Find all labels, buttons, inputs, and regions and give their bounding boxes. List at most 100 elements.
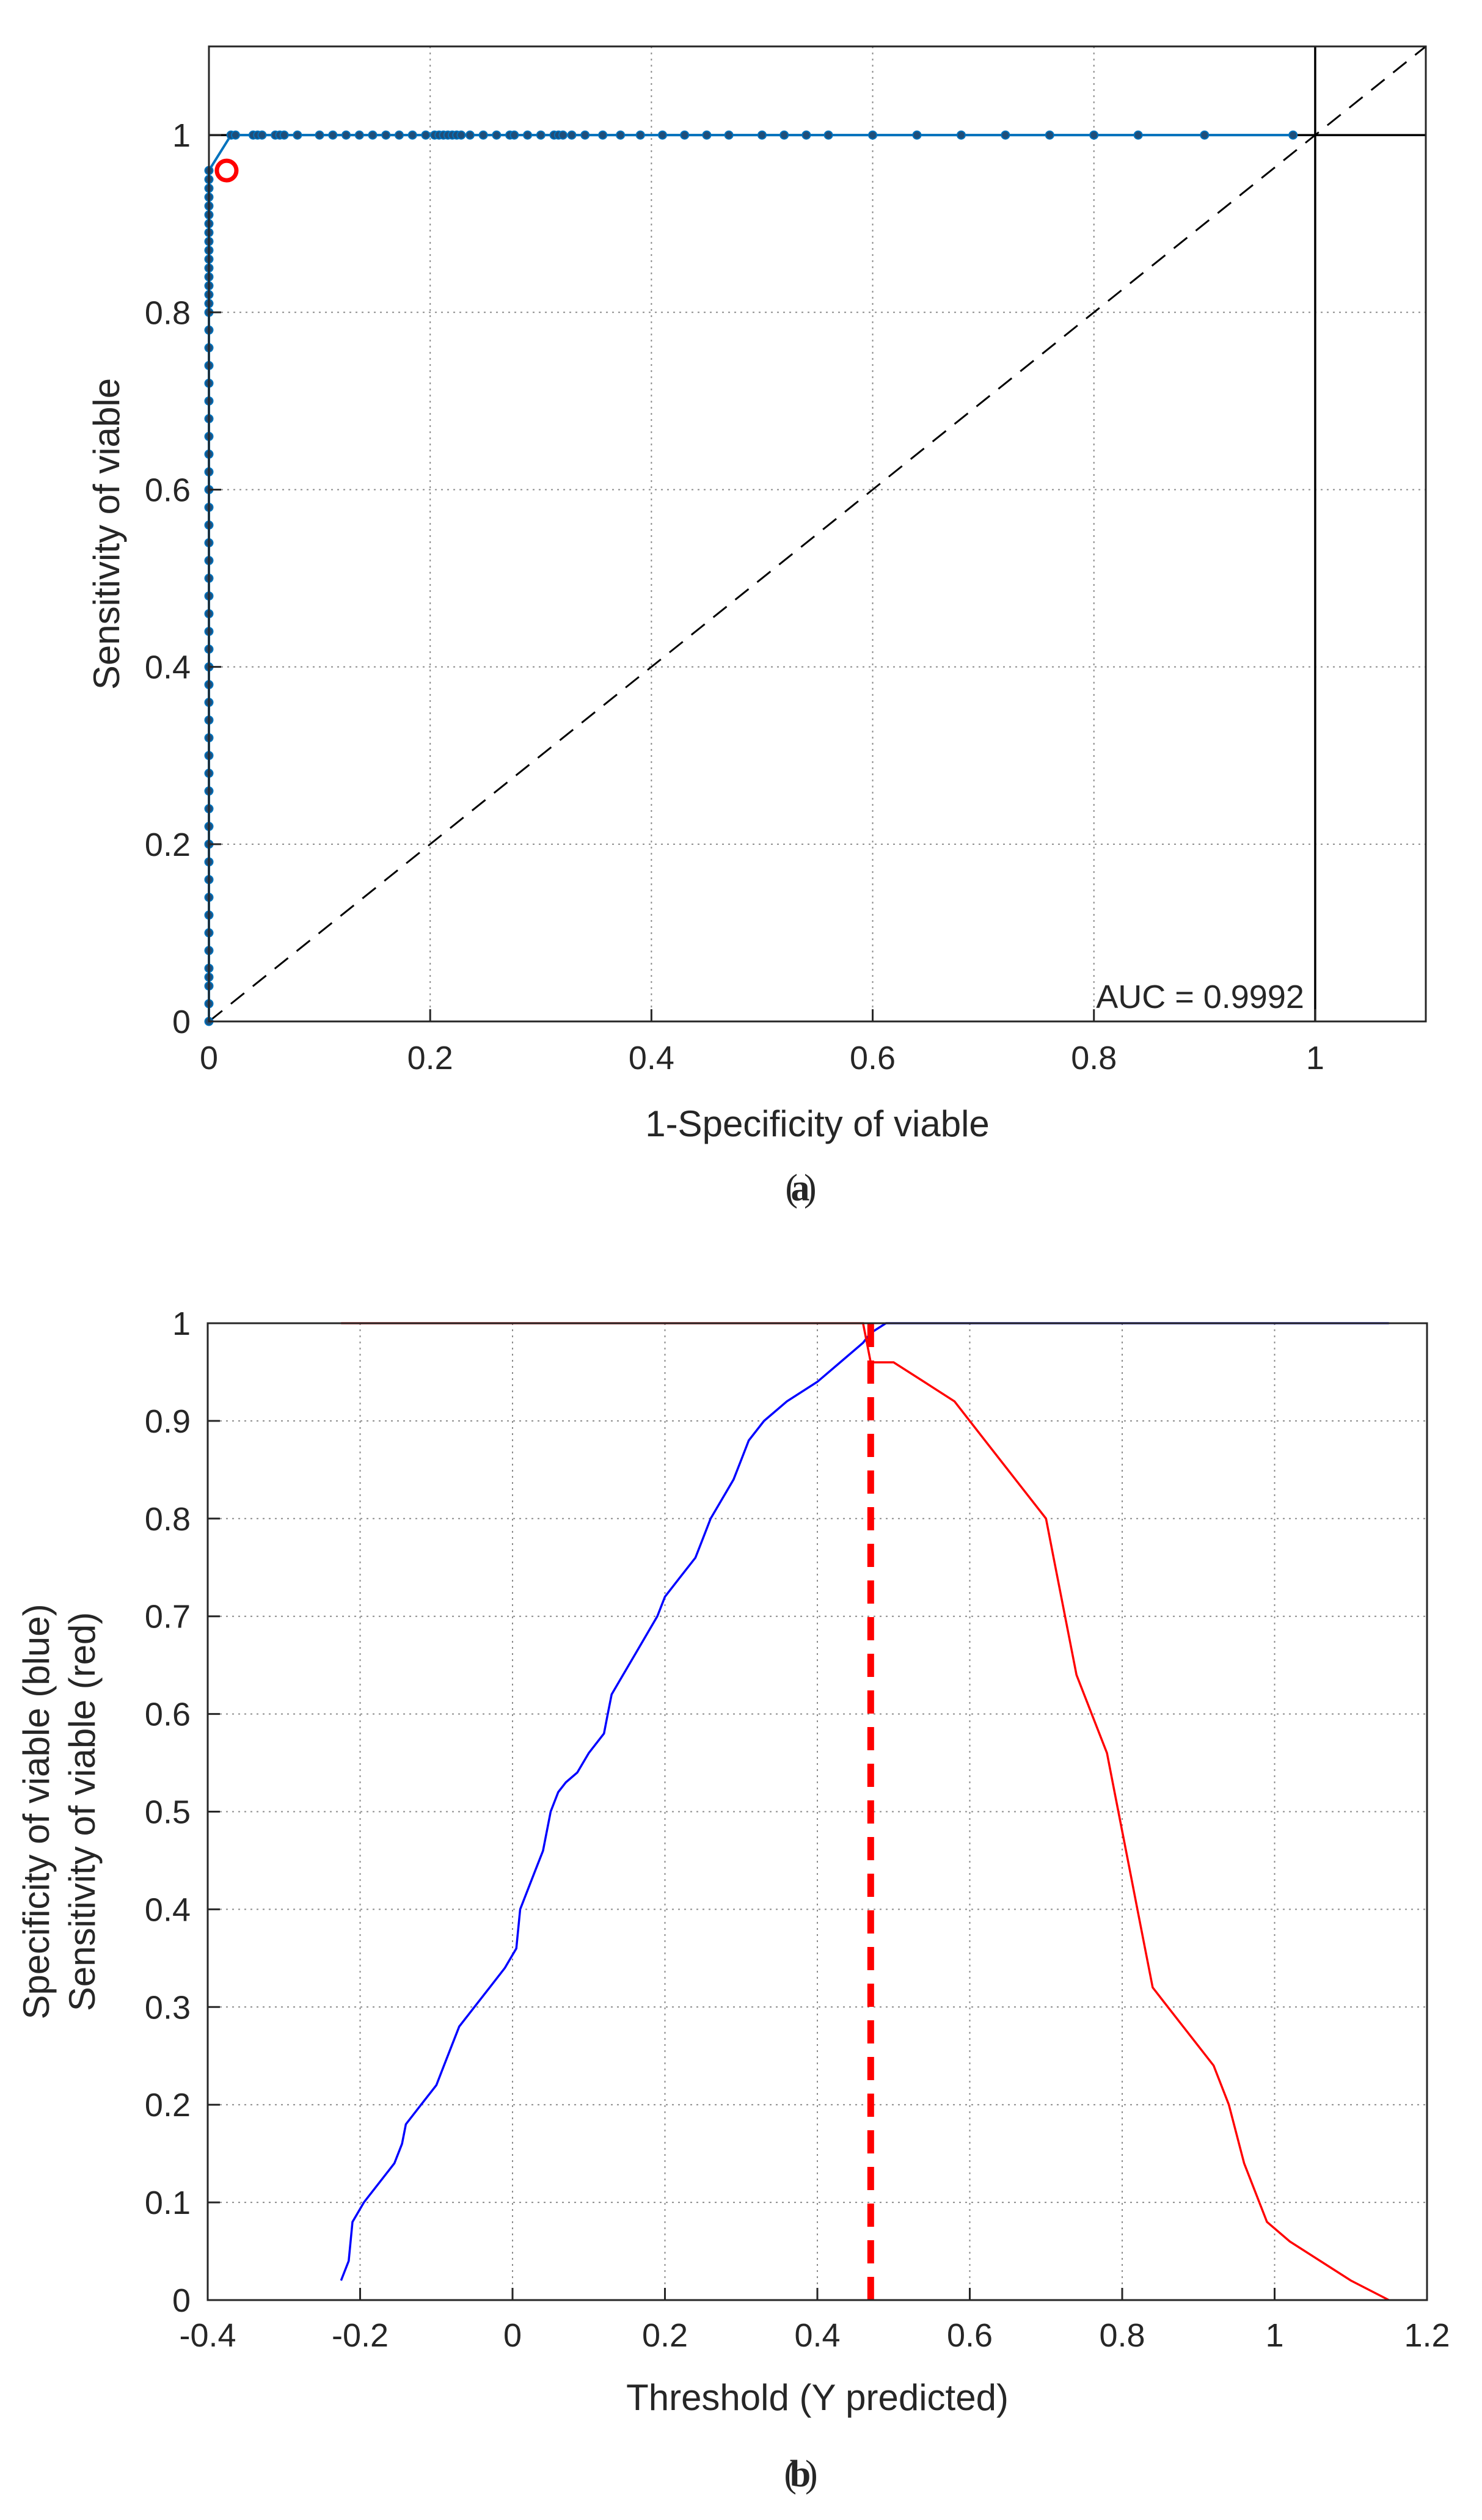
panel-a-plot-frame	[208, 45, 1427, 1023]
x-tick-label: 0.8	[1071, 1040, 1117, 1076]
panel-b-x-axis-label: Threshold (Y predicted)	[626, 2377, 1009, 2418]
chance-diagonal-line	[208, 45, 1426, 1023]
roc-point	[779, 130, 789, 140]
panel-b-grid	[207, 1323, 1428, 2301]
panel-b-y-axis-label-specificity: Specificity of viable (blue)	[16, 1604, 57, 2019]
x-tick-label: 0.2	[407, 1040, 453, 1076]
specificity-curve-line	[340, 1322, 1389, 2281]
panel-a-caption: ( a )	[785, 1167, 816, 1209]
y-tick-label: 0.3	[145, 1989, 191, 2026]
roc-point	[257, 130, 267, 140]
x-tick-label: 1	[1265, 2317, 1283, 2354]
panel-b-label: b	[790, 2453, 811, 2495]
roc-point	[368, 130, 378, 140]
y-tick-label: 0.8	[145, 294, 191, 331]
y-tick-label: 0.2	[145, 2087, 191, 2124]
sensitivity-curve-line	[341, 1322, 1390, 2301]
x-tick-label: 1.2	[1404, 2317, 1450, 2354]
roc-point	[407, 130, 417, 140]
y-tick-label: 0	[172, 2282, 191, 2319]
roc-point	[465, 130, 475, 140]
optimal-point-marker	[214, 158, 239, 183]
roc-point	[536, 130, 546, 140]
roc-point	[956, 130, 966, 140]
roc-point	[635, 130, 645, 140]
panel-b-tick-labels: -0.4 -0.2 0 0.2 0.4 0.6 0.8 1 1.2 0 0.1 0.2 0.3 0.4 0.…	[145, 1306, 1450, 2354]
panel-a-series	[204, 45, 1426, 1026]
roc-point	[598, 130, 608, 140]
panel-a-label: a	[791, 1167, 810, 1209]
x-tick-label: 0.6	[947, 2317, 993, 2354]
roc-point	[509, 130, 519, 140]
roc-point	[293, 130, 302, 140]
y-tick-label: 0.5	[145, 1794, 191, 1831]
roc-point	[558, 130, 568, 140]
roc-point	[394, 130, 404, 140]
y-tick-label: 0.7	[145, 1599, 191, 1635]
y-tick-label: 1	[172, 1306, 191, 1342]
x-tick-label: 0.2	[642, 2317, 688, 2354]
panel-b-caption: ( b )	[784, 2453, 817, 2495]
y-tick-label: 0	[172, 1004, 191, 1040]
roc-curve-line	[208, 134, 1293, 1021]
roc-point	[1001, 130, 1010, 140]
roc-point	[823, 130, 833, 140]
roc-point	[657, 130, 667, 140]
roc-point	[523, 130, 533, 140]
x-tick-label: 0.8	[1099, 2317, 1145, 2354]
roc-point	[1045, 130, 1054, 140]
y-tick-label: 0.4	[145, 649, 191, 686]
panel-a-roc-chart: 0 0.2 0.4 0.6 0.8 1 0 0.2 0.4 0.6 0.8 1 AUC = 0.999…	[86, 45, 1427, 1144]
x-tick-label: 0.4	[629, 1040, 674, 1076]
roc-point	[354, 130, 364, 140]
roc-point	[616, 130, 626, 140]
x-tick-label: 0	[503, 2317, 522, 2354]
roc-point	[801, 130, 811, 140]
y-tick-label: 0.2	[145, 827, 191, 863]
roc-point	[421, 130, 431, 140]
svg-text:): )	[804, 1167, 817, 1209]
roc-point	[1288, 130, 1298, 140]
panel-b-axes	[206, 1322, 1428, 2301]
panel-a-tick-labels: 0 0.2 0.4 0.6 0.8 1 0 0.2 0.4 0.6 0.8 1	[145, 117, 1324, 1076]
panel-b-y-axis-label-sensitivity: Sensitivity of viable (red)	[62, 1612, 103, 2012]
x-tick-label: -0.2	[332, 2317, 389, 2354]
roc-point	[456, 130, 466, 140]
roc-point	[680, 130, 690, 140]
panel-b-series	[340, 1322, 1390, 2301]
y-tick-label: 0.1	[145, 2185, 191, 2221]
roc-point	[478, 130, 488, 140]
y-tick-label: 0.4	[145, 1891, 191, 1928]
y-tick-label: 0.6	[145, 1696, 191, 1733]
roc-point	[279, 130, 289, 140]
x-tick-label: 0.6	[850, 1040, 896, 1076]
roc-point	[580, 130, 590, 140]
panel-b-plot-frame	[206, 1322, 1428, 2301]
x-tick-label: 1	[1306, 1040, 1324, 1076]
y-tick-label: 0.8	[145, 1501, 191, 1538]
roc-point	[702, 130, 712, 140]
roc-point	[315, 130, 324, 140]
x-tick-label: -0.4	[179, 2317, 236, 2354]
svg-text:(: (	[785, 1167, 798, 1209]
x-tick-label: 0.4	[794, 2317, 840, 2354]
panel-b-threshold-chart: -0.4 -0.2 0 0.2 0.4 0.6 0.8 1 1.2 0 0.1 0.2 0.3 0.4 0.…	[16, 1306, 1450, 2418]
y-tick-label: 0.9	[145, 1403, 191, 1440]
y-tick-label: 0.6	[145, 472, 191, 508]
roc-point	[492, 130, 502, 140]
roc-point	[868, 130, 878, 140]
roc-point	[724, 130, 734, 140]
roc-point	[1200, 130, 1210, 140]
svg-text:(: (	[784, 2453, 797, 2495]
auc-annotation: AUC = 0.9992	[1096, 979, 1304, 1015]
x-tick-label: 0	[200, 1040, 218, 1076]
panel-a-x-axis-label: 1-Specificity of viable	[645, 1103, 990, 1144]
roc-point	[230, 130, 240, 140]
y-tick-label: 1	[172, 117, 191, 154]
roc-point	[1089, 130, 1099, 140]
roc-point	[341, 130, 351, 140]
panel-a-y-axis-label: Sensitivity of viable	[86, 378, 127, 690]
svg-text:): )	[805, 2453, 818, 2495]
roc-point	[757, 130, 767, 140]
